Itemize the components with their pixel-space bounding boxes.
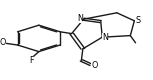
Text: N: N bbox=[77, 14, 83, 23]
Text: S: S bbox=[135, 16, 140, 25]
Text: O: O bbox=[91, 61, 98, 70]
Text: F: F bbox=[30, 56, 34, 65]
Text: O: O bbox=[0, 38, 6, 47]
Text: N: N bbox=[102, 33, 108, 42]
